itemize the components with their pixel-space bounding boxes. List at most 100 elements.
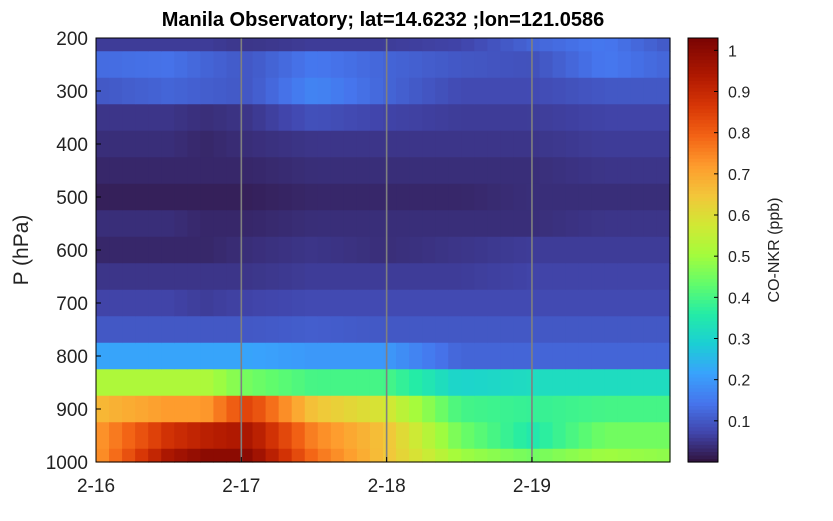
heatmap-cell — [109, 77, 123, 105]
heatmap-cell — [135, 395, 149, 423]
heatmap-cell — [552, 210, 567, 238]
heatmap-cell — [148, 263, 162, 291]
heatmap-cell — [252, 448, 267, 463]
heatmap-cell — [369, 51, 384, 79]
heatmap-cell — [122, 38, 136, 52]
heatmap-cell — [383, 395, 397, 423]
colorbar-segment — [688, 62, 718, 67]
heatmap-cell — [383, 448, 397, 463]
colorbar-segment — [688, 303, 718, 308]
heatmap-cell — [422, 395, 436, 423]
heatmap-cell — [526, 104, 541, 132]
heatmap-cell — [369, 236, 384, 264]
heatmap-cell — [278, 289, 293, 317]
heatmap-cell — [187, 210, 201, 238]
heatmap-cell — [487, 77, 502, 105]
colorbar-segment — [688, 246, 718, 251]
heatmap-cell — [148, 289, 162, 317]
heatmap-cell — [552, 422, 567, 450]
heatmap-cell — [448, 77, 462, 105]
heatmap-cell — [578, 236, 593, 264]
heatmap-cell — [239, 130, 254, 158]
heatmap-cell — [474, 316, 488, 344]
y-tick-label: 300 — [56, 82, 88, 103]
x-tick-label: 2-19 — [513, 476, 551, 497]
heatmap-cell — [148, 77, 162, 105]
colorbar-segment — [688, 165, 718, 170]
heatmap-cell — [174, 210, 188, 238]
heatmap-cell — [356, 236, 371, 264]
heatmap-cell — [578, 38, 593, 52]
heatmap-cell — [435, 77, 449, 105]
heatmap-cell — [96, 369, 110, 397]
heatmap-cell — [317, 210, 332, 238]
heatmap-cell — [252, 183, 267, 211]
heatmap-cell — [122, 157, 136, 185]
heatmap-cell — [565, 157, 580, 185]
heatmap-cell — [330, 395, 345, 423]
heatmap-cell — [148, 183, 162, 211]
heatmap-cell — [265, 236, 280, 264]
heatmap-cell — [630, 369, 645, 397]
heatmap-cell — [578, 157, 593, 185]
heatmap-cell — [213, 210, 228, 238]
colorbar-tick-label: 1 — [728, 43, 737, 60]
heatmap-cell — [539, 289, 554, 317]
heatmap-cell — [252, 289, 267, 317]
heatmap-cell — [474, 422, 488, 450]
heatmap-cell — [213, 289, 228, 317]
heatmap-cell — [226, 77, 241, 105]
colorbar-segment — [688, 136, 718, 142]
heatmap-cell — [617, 448, 632, 463]
heatmap-cell — [617, 289, 632, 317]
heatmap-cell — [135, 448, 149, 463]
colorbar-segment — [688, 451, 718, 456]
heatmap-cell — [396, 38, 410, 52]
heatmap-cell — [448, 51, 462, 79]
heatmap-cell — [239, 38, 254, 52]
colorbar-segment — [688, 384, 718, 389]
heatmap-cell — [513, 289, 528, 317]
heatmap-cell — [539, 77, 554, 105]
colorbar-segment — [688, 292, 718, 297]
heatmap-cell — [226, 448, 241, 463]
heatmap-cell — [630, 210, 645, 238]
heatmap-cell — [630, 236, 645, 264]
heatmap-cell — [474, 157, 488, 185]
heatmap-cell — [330, 77, 345, 105]
colorbar-tick-label: 0.7 — [728, 167, 750, 184]
colorbar-segment — [688, 412, 718, 417]
colorbar-segment — [688, 306, 718, 311]
heatmap-cell — [304, 38, 319, 52]
heatmap-cell — [187, 130, 201, 158]
heatmap-cell — [135, 369, 149, 397]
colorbar-tick-label: 0.6 — [728, 208, 750, 225]
heatmap-cell — [435, 395, 449, 423]
heatmap-cell — [369, 448, 384, 463]
heatmap-cell — [383, 210, 397, 238]
heatmap-cell — [343, 422, 358, 450]
heatmap-cell — [513, 210, 528, 238]
heatmap-cell — [513, 157, 528, 185]
heatmap-cell — [630, 51, 645, 79]
heatmap-cell — [174, 104, 188, 132]
heatmap-cell — [109, 104, 123, 132]
heatmap-cell — [552, 51, 567, 79]
colorbar-segment — [688, 317, 718, 322]
colorbar-segment — [688, 331, 718, 336]
heatmap-cell — [591, 395, 606, 423]
heatmap-cell — [539, 369, 554, 397]
colorbar-segment — [688, 211, 718, 216]
heatmap-cell — [252, 77, 267, 105]
heatmap-cell — [239, 395, 254, 423]
heatmap-cell — [135, 263, 149, 291]
heatmap-cell — [174, 448, 188, 463]
heatmap-cell — [265, 289, 280, 317]
heatmap-cell — [604, 342, 619, 370]
heatmap-cell — [656, 289, 671, 317]
heatmap-cell — [213, 104, 228, 132]
heatmap-cell — [96, 448, 110, 463]
y-axis-ticks: 200 300 400 500 600 700 800 900 1000 — [46, 29, 101, 474]
heatmap-cell — [174, 369, 188, 397]
heatmap-cell — [161, 183, 175, 211]
